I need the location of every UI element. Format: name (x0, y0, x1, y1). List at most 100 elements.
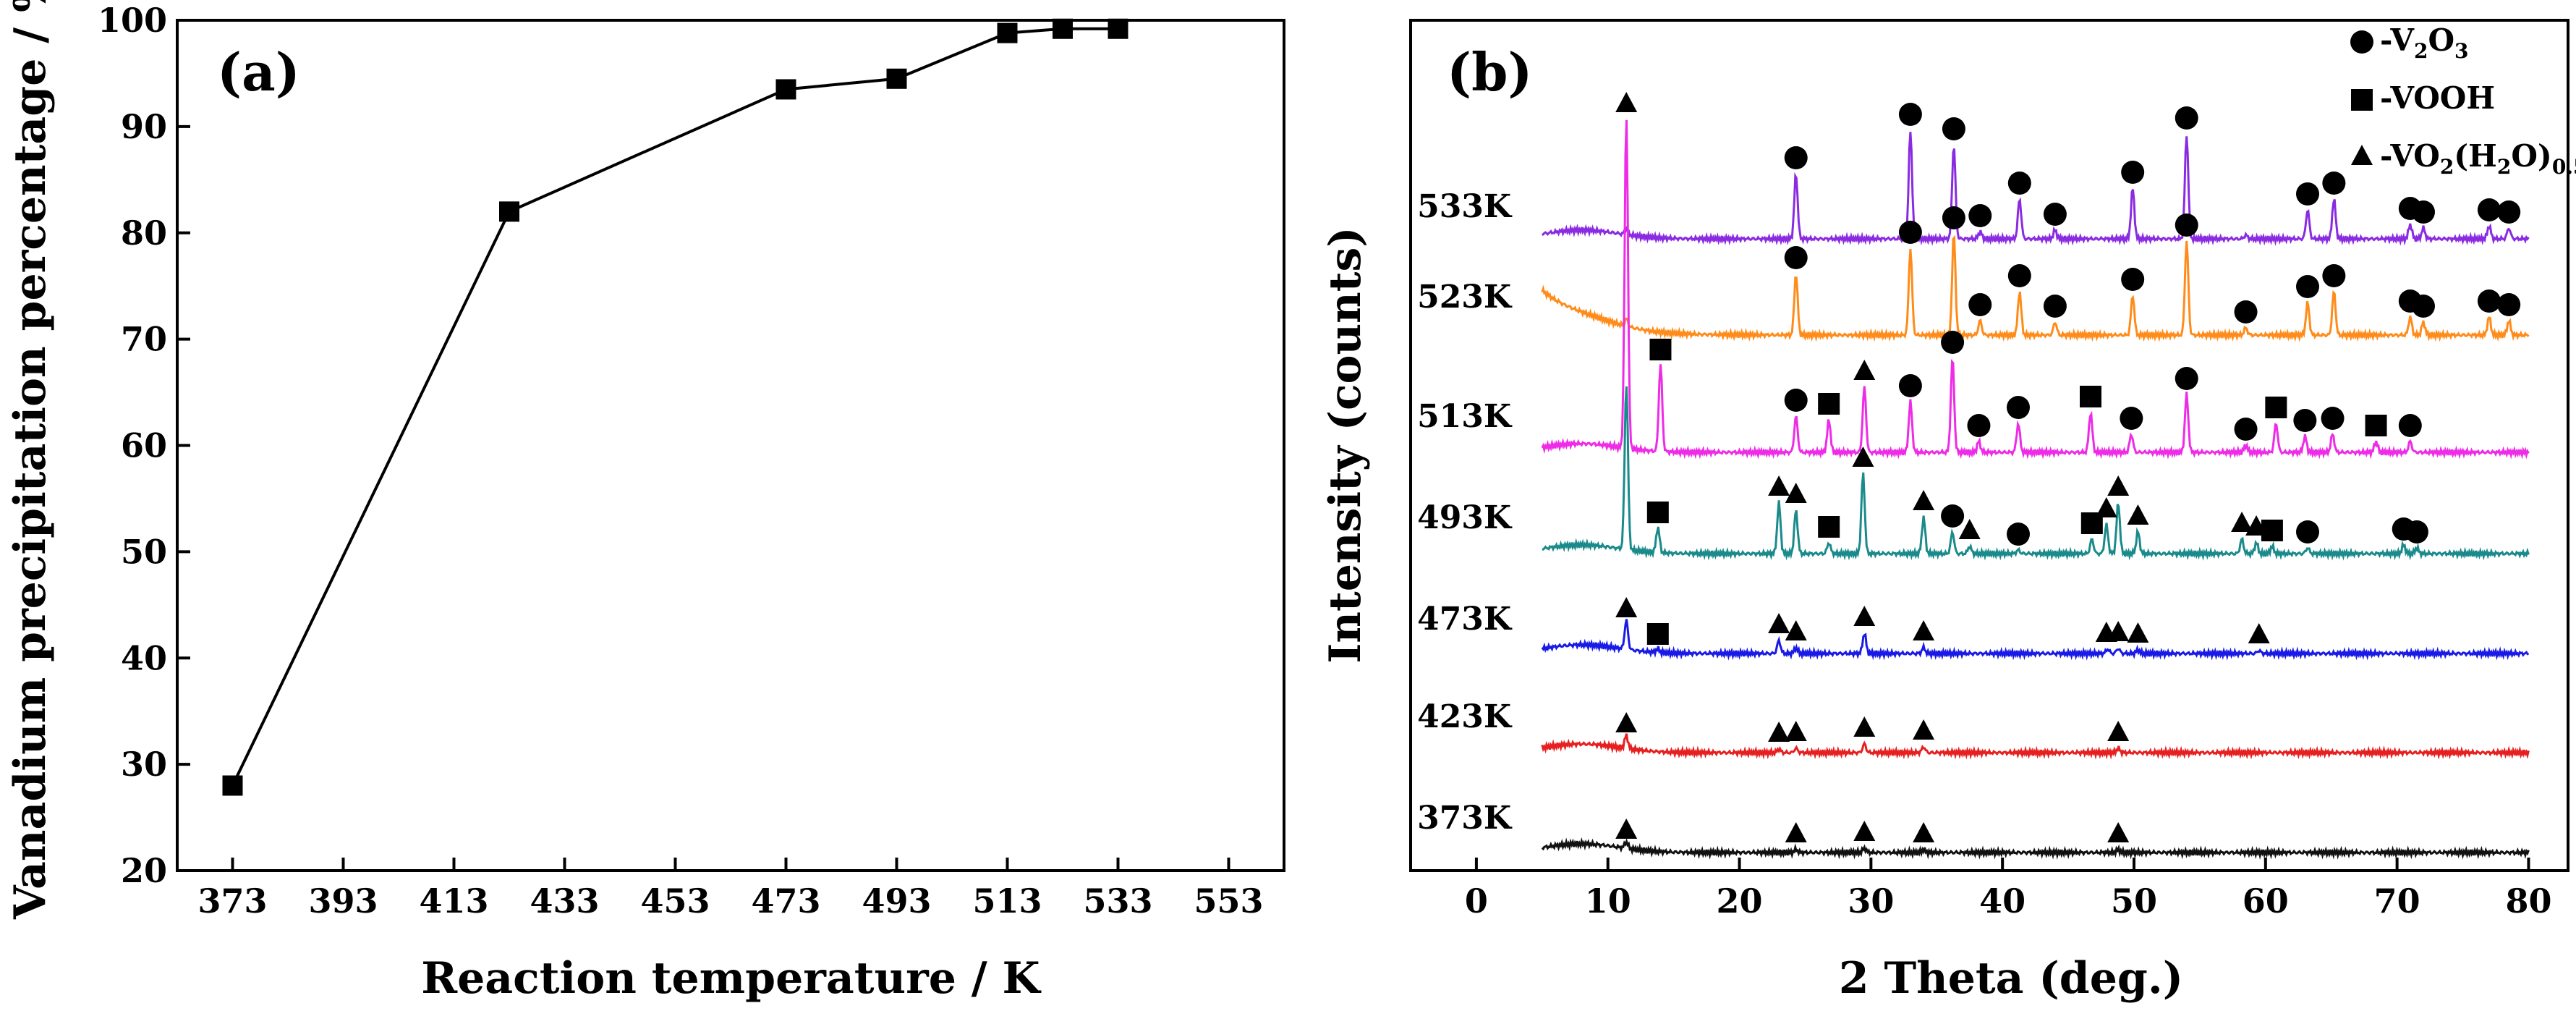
chart-b-marker-triangle (1913, 490, 1935, 510)
chart-a-axes: 373 393 413 433 453 473 493 513 533 553 20 30 40 50 60… (98, 1, 1264, 921)
chart-a-xtick-label: 373 (197, 881, 267, 921)
chart-b-panel-label: (b) (1447, 41, 1532, 103)
chart-b-marker-circle (1784, 146, 1808, 169)
chart-b-ylabel: Intensity (counts) (1320, 227, 1371, 663)
chart-a: 373 393 413 433 453 473 493 513 533 553 20 30 40 50 60… (5, 0, 1285, 1004)
chart-b-trace-523K (1541, 234, 2530, 342)
chart-b-marker-circle (2234, 300, 2258, 323)
chart-b-marker-circle (2398, 414, 2422, 437)
chart-b-trace-label: 493K (1417, 499, 1513, 536)
chart-b-marker-circle (1898, 103, 1922, 126)
chart-a-ylabel: Vanadium precipitation percentage / % (5, 0, 56, 920)
chart-b-marker-circle (2322, 264, 2346, 287)
chart-b-axes: 0 10 20 30 40 50 60 70 80 (1465, 858, 2551, 921)
chart-a-plot-frame (176, 19, 1285, 872)
chart-b-marker-circle (2412, 295, 2435, 318)
chart-b-xtick-label: 70 (2374, 881, 2420, 921)
chart-b-marker-circle (1968, 204, 1992, 227)
chart-b-xlabel: 2 Theta (deg.) (1839, 953, 2183, 1004)
chart-b-marker-triangle (2248, 623, 2270, 643)
chart-b-marker-square (2365, 415, 2387, 436)
chart-b-marker-circle (2120, 407, 2143, 430)
chart-b-marker-circle (1967, 414, 1991, 437)
chart-b-marker-triangle (1853, 821, 1876, 841)
chart-b-trace-473K (1541, 619, 2530, 661)
chart-b-marker-triangle (1913, 822, 1935, 842)
chart-b-marker-square (1818, 393, 1840, 415)
chart-b-xtick-label: 30 (1848, 881, 1894, 921)
chart-a-ytick-label: 50 (121, 532, 167, 571)
chart-b-marker-circle (2477, 198, 2501, 221)
chart-b-marker-triangle (1615, 597, 1638, 617)
chart-b-marker-circle (2007, 172, 2031, 195)
chart-b-marker-circle (2043, 295, 2067, 318)
chart-b-marker-triangle (2095, 497, 2117, 517)
chart-b-marker-triangle (1852, 447, 1874, 467)
chart-b-marker-circle (1968, 293, 1992, 316)
chart-a-point (997, 22, 1018, 43)
chart-b-trace-label: 473K (1417, 601, 1513, 638)
chart-b-series: 533K 523K 513K 493K 473K 423K 373K (1417, 92, 2530, 860)
chart-b-xtick-label: 10 (1585, 881, 1631, 921)
chart-b-marker-triangle (1785, 620, 1807, 640)
chart-b-marker-circle (1941, 331, 1965, 354)
chart-b-marker-circle (2007, 264, 2031, 287)
chart-b-legend-square (2351, 89, 2373, 111)
chart-b-marker-triangle (1913, 719, 1935, 740)
chart-b-marker-circle (2175, 367, 2198, 390)
chart-b-marker-triangle (2107, 721, 2130, 741)
chart-b-marker-triangle (1853, 606, 1876, 626)
chart-a-point (1108, 18, 1128, 39)
chart-a-point (222, 775, 243, 796)
chart-a-ytick-label: 100 (98, 1, 167, 40)
chart-b-marker-circle (2175, 213, 2198, 237)
chart-b-marker-circle (2296, 520, 2319, 543)
chart-b-legend: -V2O3 -VOOH -VO2(H2O)0.5 (2350, 22, 2576, 179)
chart-b-xtick-label: 60 (2243, 881, 2289, 921)
chart-a-point (775, 79, 796, 100)
chart-a-point (886, 68, 907, 89)
chart-b-marker-circle (1784, 246, 1808, 269)
chart-b-xtick-label: 50 (2111, 881, 2157, 921)
chart-b-marker-circle (2477, 289, 2501, 313)
chart-a-xtick-label: 493 (862, 881, 931, 921)
chart-b-marker-square (2080, 386, 2101, 407)
chart-b-trace-label: 533K (1417, 188, 1513, 225)
chart-b-xtick-label: 40 (1979, 881, 2025, 921)
chart-b-marker-triangle (2107, 475, 2130, 496)
chart-a-series-line (231, 27, 1118, 787)
chart-b-trace-label: 373K (1417, 800, 1513, 837)
chart-a-series (222, 18, 1128, 796)
chart-a-ytick-label: 60 (121, 426, 167, 465)
chart-b-marker-triangle (1785, 822, 1807, 842)
chart-b-marker-triangle (1958, 519, 1981, 539)
chart-a-xtick-label: 453 (640, 881, 710, 921)
chart-a-xtick-label: 553 (1194, 881, 1263, 921)
chart-b-marker-circle (2296, 182, 2319, 206)
chart-b-marker-circle (2175, 106, 2198, 130)
chart-b-marker-circle (2497, 293, 2521, 316)
chart-b-marker-square (1646, 502, 1669, 523)
chart-b-trace-513K (1541, 119, 2530, 460)
chart-a-xtick-label: 413 (419, 881, 488, 921)
chart-b-legend-label: -VOOH (2380, 80, 2495, 116)
chart-b-trace-label: 523K (1417, 279, 1513, 316)
chart-a-xtick-label: 393 (308, 881, 378, 921)
chart-b-marker-triangle (1853, 716, 1876, 737)
chart-b-marker-square (1818, 516, 1840, 538)
chart-b-marker-circle (2412, 200, 2435, 224)
chart-b-marker-circle (2405, 520, 2428, 543)
chart-b-marker-circle (2321, 407, 2345, 430)
chart-b-marker-triangle (2127, 504, 2149, 525)
chart-b-marker-triangle (1768, 722, 1790, 742)
chart-b-xtick-label: 20 (1717, 881, 1763, 921)
chart-b-legend-triangle (2351, 145, 2373, 165)
chart-b-trace-373K (1541, 837, 2530, 860)
chart-b-marker-circle (2293, 409, 2317, 432)
chart-b-marker-circle (2007, 396, 2030, 419)
chart-b-trace-label: 513K (1417, 398, 1513, 435)
chart-b-marker-triangle (1768, 475, 1790, 496)
chart-b-marker-triangle (2107, 621, 2130, 641)
chart-b-legend-label: -VO2(H2O)0.5 (2380, 138, 2576, 179)
chart-b-marker-circle (1942, 206, 1965, 229)
